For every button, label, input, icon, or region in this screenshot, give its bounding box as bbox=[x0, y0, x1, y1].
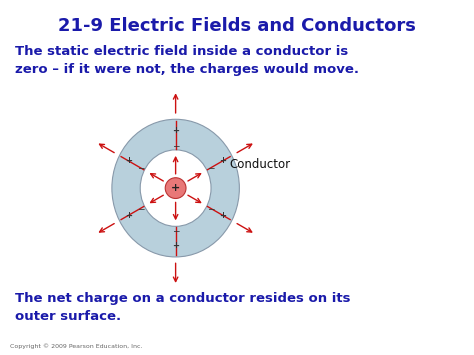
Text: +: + bbox=[171, 183, 180, 193]
Text: −: − bbox=[207, 204, 214, 213]
Text: The net charge on a conductor resides on its
outer surface.: The net charge on a conductor resides on… bbox=[15, 293, 351, 323]
Text: −: − bbox=[207, 163, 214, 173]
Ellipse shape bbox=[140, 150, 211, 226]
Text: Copyright © 2009 Pearson Education, Inc.: Copyright © 2009 Pearson Education, Inc. bbox=[10, 343, 143, 349]
Text: −: − bbox=[172, 226, 179, 235]
Text: −: − bbox=[137, 204, 145, 213]
Text: +: + bbox=[172, 241, 179, 250]
Text: 21-9 Electric Fields and Conductors: 21-9 Electric Fields and Conductors bbox=[58, 17, 416, 34]
Text: Conductor: Conductor bbox=[230, 158, 291, 171]
Text: +: + bbox=[172, 126, 179, 135]
Text: +: + bbox=[219, 211, 227, 220]
Text: −: − bbox=[172, 141, 179, 150]
Text: −: − bbox=[137, 163, 145, 173]
Circle shape bbox=[165, 178, 186, 198]
Text: +: + bbox=[125, 211, 132, 220]
Text: The static electric field inside a conductor is
zero – if it were not, the charg: The static electric field inside a condu… bbox=[15, 45, 359, 76]
Text: +: + bbox=[219, 156, 227, 165]
Text: +: + bbox=[125, 156, 132, 165]
Ellipse shape bbox=[112, 119, 239, 257]
